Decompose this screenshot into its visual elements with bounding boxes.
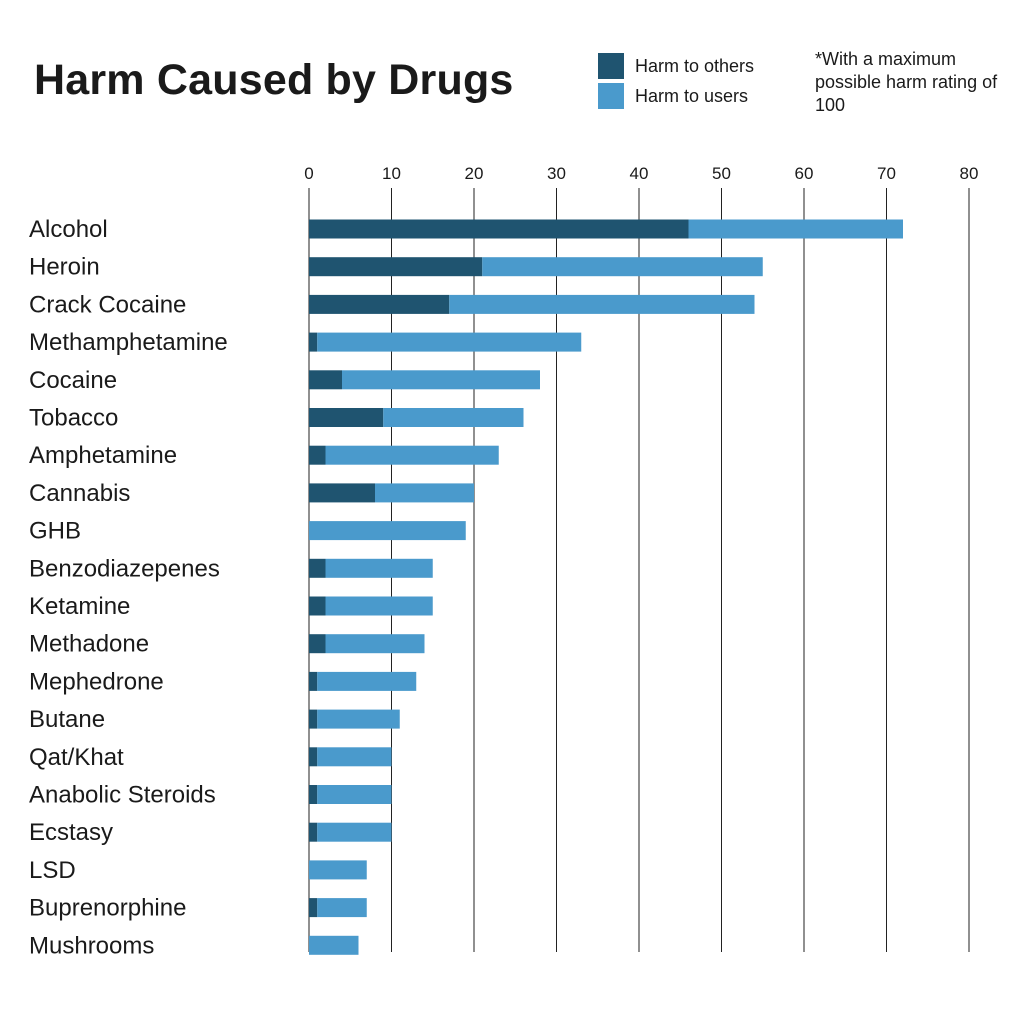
bar-users-ghb [309, 521, 466, 541]
category-label-ecstasy: Ecstasy [29, 819, 113, 846]
category-label-qat-khat: Qat/Khat [29, 744, 124, 771]
category-label-tobacco: Tobacco [29, 405, 118, 432]
bar-others-alcohol [309, 219, 689, 239]
x-tick-label-60: 60 [795, 164, 814, 183]
x-tick-label-80: 80 [960, 164, 979, 183]
category-label-anabolic-steroids: Anabolic Steroids [29, 782, 216, 809]
bar-others-anabolic-steroids [309, 785, 318, 804]
category-label-crack-cocaine: Crack Cocaine [29, 291, 186, 318]
x-tick-labels: 0 10 20 30 40 50 60 70 80 [304, 164, 978, 183]
bar-users-mushrooms [309, 935, 359, 955]
bar-users-methadone [325, 634, 425, 654]
bar-users-anabolic-steroids [317, 785, 392, 804]
bar-users-ecstasy [317, 822, 392, 842]
category-label-heroin: Heroin [29, 254, 100, 281]
bar-others-qat-khat [309, 747, 318, 767]
bar-others-cocaine [309, 370, 342, 390]
bar-users-buprenorphine [317, 898, 367, 918]
bars [309, 219, 903, 955]
bar-users-lsd [309, 860, 367, 880]
category-label-amphetamine: Amphetamine [29, 442, 177, 469]
bar-others-mephedrone [309, 671, 318, 691]
category-label-buprenorphine: Buprenorphine [29, 895, 186, 922]
chart-title: Harm Caused by Drugs [34, 56, 514, 104]
legend-label-others: Harm to others [635, 55, 755, 76]
bar-users-cannabis [375, 483, 474, 503]
x-tick-label-30: 30 [547, 164, 566, 183]
category-label-butane: Butane [29, 706, 105, 733]
bar-users-methamphetamine [317, 332, 582, 352]
bar-others-methadone [309, 634, 326, 654]
category-label-cocaine: Cocaine [29, 367, 117, 394]
bar-others-butane [309, 709, 318, 729]
bar-others-crack-cocaine [309, 294, 450, 314]
category-label-methamphetamine: Methamphetamine [29, 329, 228, 356]
bar-others-buprenorphine [309, 898, 318, 918]
legend-swatch-others [598, 53, 624, 79]
legend: Harm to others Harm to users [598, 52, 754, 112]
x-tick-label-20: 20 [465, 164, 484, 183]
legend-label-users: Harm to users [635, 85, 749, 106]
category-label-alcohol: Alcohol [29, 216, 108, 243]
category-label-ketamine: Ketamine [29, 593, 130, 620]
bar-users-benzodiazepenes [325, 558, 433, 578]
bar-others-ecstasy [309, 822, 318, 842]
category-labels: Alcohol Heroin Crack Cocaine Methamphetamin… [29, 216, 228, 959]
category-label-methadone: Methadone [29, 631, 149, 658]
bar-others-benzodiazepenes [309, 558, 326, 578]
bar-users-tobacco [383, 408, 524, 427]
bar-users-amphetamine [325, 445, 499, 465]
category-label-ghb: GHB [29, 518, 81, 545]
category-label-mephedrone: Mephedrone [29, 668, 164, 695]
x-tick-label-0: 0 [304, 164, 313, 183]
bar-users-heroin [482, 257, 763, 277]
bar-others-heroin [309, 257, 483, 277]
bar-others-methamphetamine [309, 332, 318, 352]
bar-users-crack-cocaine [449, 294, 755, 314]
x-tick-label-10: 10 [382, 164, 401, 183]
bar-users-mephedrone [317, 671, 417, 691]
bar-others-tobacco [309, 408, 384, 427]
category-label-mushrooms: Mushrooms [29, 932, 154, 959]
legend-swatch-users [598, 83, 624, 109]
legend-item-others: Harm to others [598, 52, 754, 80]
bar-others-ketamine [309, 596, 326, 616]
x-tick-label-40: 40 [630, 164, 649, 183]
bar-users-alcohol [688, 219, 903, 239]
bar-users-butane [317, 709, 400, 729]
category-label-lsd: LSD [29, 857, 76, 884]
category-label-benzodiazepenes: Benzodiazepenes [29, 555, 220, 582]
category-label-cannabis: Cannabis [29, 480, 130, 507]
bar-others-cannabis [309, 483, 375, 503]
bar-others-amphetamine [309, 445, 326, 465]
bar-users-ketamine [325, 596, 433, 616]
legend-item-users: Harm to users [598, 82, 754, 110]
bar-users-qat-khat [317, 747, 392, 767]
chart-note: *With a maximum possible harm rating of … [815, 49, 998, 115]
x-tick-label-50: 50 [712, 164, 731, 183]
bar-users-cocaine [342, 370, 540, 390]
x-tick-label-70: 70 [877, 164, 896, 183]
